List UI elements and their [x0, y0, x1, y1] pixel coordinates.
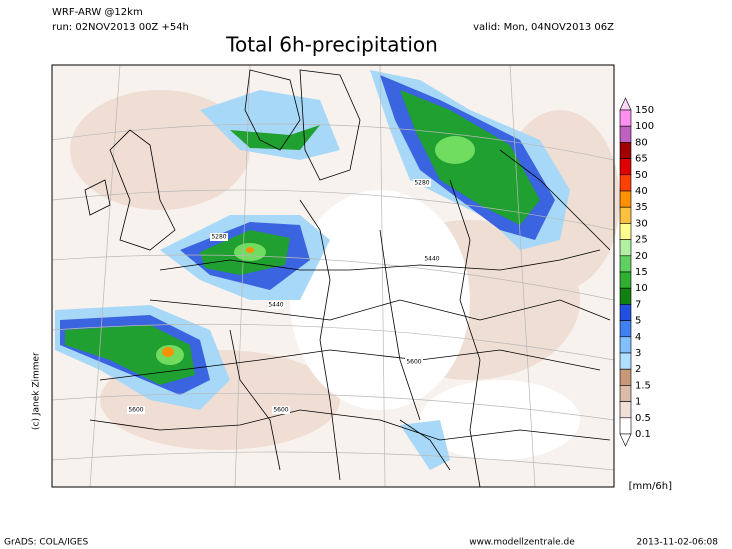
- legend-label: 15: [635, 267, 648, 278]
- legend-swatch: [619, 125, 632, 143]
- legend-label: 30: [635, 218, 648, 229]
- legend-label: 40: [635, 186, 648, 197]
- legend-label: 35: [635, 202, 648, 213]
- legend-label: 10: [635, 283, 648, 294]
- contour-label: 5600: [128, 407, 143, 414]
- legend-swatch: [619, 320, 632, 338]
- legend-label: 3: [635, 348, 641, 359]
- legend-label: 25: [635, 235, 648, 246]
- legend-swatch: [619, 255, 632, 273]
- legend-label: 80: [635, 137, 648, 148]
- contour-label: 5440: [424, 256, 439, 263]
- legend-swatch: [619, 336, 632, 354]
- contour-label: 5600: [406, 359, 421, 366]
- model-label: WRF-ARW @12km: [52, 7, 143, 18]
- contour-label: 5280: [414, 180, 429, 187]
- legend-swatch: [619, 239, 632, 257]
- legend-swatch: [619, 368, 632, 386]
- legend-label: 0.5: [635, 413, 651, 424]
- legend-swatch: [619, 158, 632, 176]
- legend-label: 20: [635, 251, 648, 262]
- legend-arrow: [619, 97, 632, 111]
- legend-swatch: [619, 190, 632, 208]
- legend-swatch: [619, 401, 632, 419]
- legend-label: 7: [635, 299, 641, 310]
- footer-left: GrADS: COLA/IGES: [4, 538, 88, 548]
- run-label: run: 02NOV2013 00Z +54h: [52, 22, 189, 33]
- legend-unit: [mm/6h]: [629, 481, 672, 492]
- legend: 150 100 80 65 50 40 35 30 25 20 15 10 7 5 4 3 2 1.5 1 0.5 0.…: [619, 97, 654, 447]
- legend-label: 5: [635, 316, 641, 327]
- legend-label: 0.1: [635, 429, 651, 440]
- map-title: Total 6h-precipitation: [225, 33, 438, 57]
- legend-label: 2: [635, 364, 641, 375]
- legend-label: 4: [635, 332, 641, 343]
- legend-swatch: [619, 109, 632, 127]
- contour-label: 5280: [211, 234, 226, 241]
- legend-swatch: [619, 206, 632, 224]
- footer-center: www.modellzentrale.de: [469, 538, 575, 548]
- legend-swatch: [619, 174, 632, 192]
- credit: (c) Janek Zimmer: [32, 352, 42, 430]
- map: 5280 5280 5440 5440 5600 5600 5600: [51, 64, 620, 488]
- legend-label: 100: [635, 121, 654, 132]
- legend-swatch: [619, 417, 632, 435]
- contour-label: 5440: [268, 302, 283, 309]
- legend-swatch: [619, 352, 632, 370]
- legend-swatch: [619, 287, 632, 305]
- legend-swatch: [619, 142, 632, 159]
- contour-label: 5600: [273, 407, 288, 414]
- legend-swatch: [619, 304, 632, 321]
- legend-swatch: [619, 223, 632, 240]
- legend-arrow: [619, 433, 632, 447]
- legend-label: 150: [635, 105, 654, 116]
- valid-label: valid: Mon, 04NOV2013 06Z: [473, 22, 614, 33]
- legend-swatch: [619, 271, 632, 289]
- legend-label: 1.5: [635, 380, 651, 391]
- legend-label: 1: [635, 397, 641, 408]
- legend-label: 65: [635, 154, 648, 165]
- legend-swatch: [619, 385, 632, 402]
- legend-label: 50: [635, 170, 648, 181]
- footer-right: 2013-11-02-06:08: [637, 538, 719, 548]
